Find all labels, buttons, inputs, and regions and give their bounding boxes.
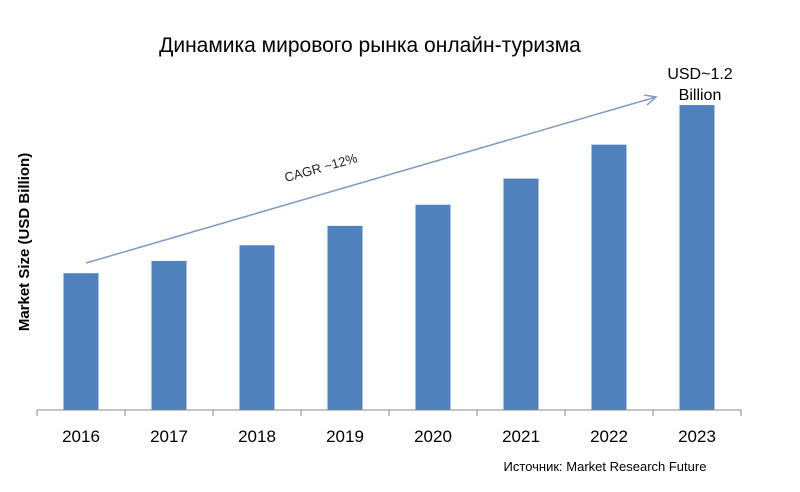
bars-group — [63, 105, 715, 411]
source-note: Источник: Market Research Future — [504, 459, 707, 474]
bar-2021 — [503, 178, 539, 410]
final-value-label-line2: Billion — [679, 87, 722, 104]
bar-2017 — [151, 260, 187, 410]
bar-2019 — [327, 225, 363, 410]
x-tick-label: 2017 — [150, 427, 188, 446]
bar-2016 — [63, 273, 99, 410]
cagr-trend-arrow — [85, 94, 658, 264]
chart-title: Динамика мирового рынка онлайн-туризма — [159, 34, 581, 57]
x-axis-ticks — [36, 410, 742, 416]
trend-arrowhead — [644, 94, 658, 106]
x-tick-label: 2023 — [678, 427, 716, 446]
trend-line — [85, 96, 657, 264]
bar-2023 — [679, 105, 715, 411]
final-value-label-line1: USD~1.2 — [667, 66, 732, 83]
x-tick-label: 2022 — [590, 427, 628, 446]
bar-2020 — [415, 204, 451, 410]
bar-2018 — [239, 245, 275, 410]
x-axis-labels: 2016 2017 2018 2019 2020 2021 2022 2023 — [62, 427, 716, 446]
y-axis-label: Market Size (USD Billion) — [16, 153, 33, 331]
x-tick-label: 2018 — [238, 427, 276, 446]
x-tick-label: 2021 — [502, 427, 540, 446]
x-tick-label: 2019 — [326, 427, 364, 446]
x-tick-label: 2020 — [414, 427, 452, 446]
bar-2022 — [591, 144, 627, 411]
cagr-label: CAGR ~12% — [283, 150, 359, 185]
x-tick-label: 2016 — [62, 427, 100, 446]
